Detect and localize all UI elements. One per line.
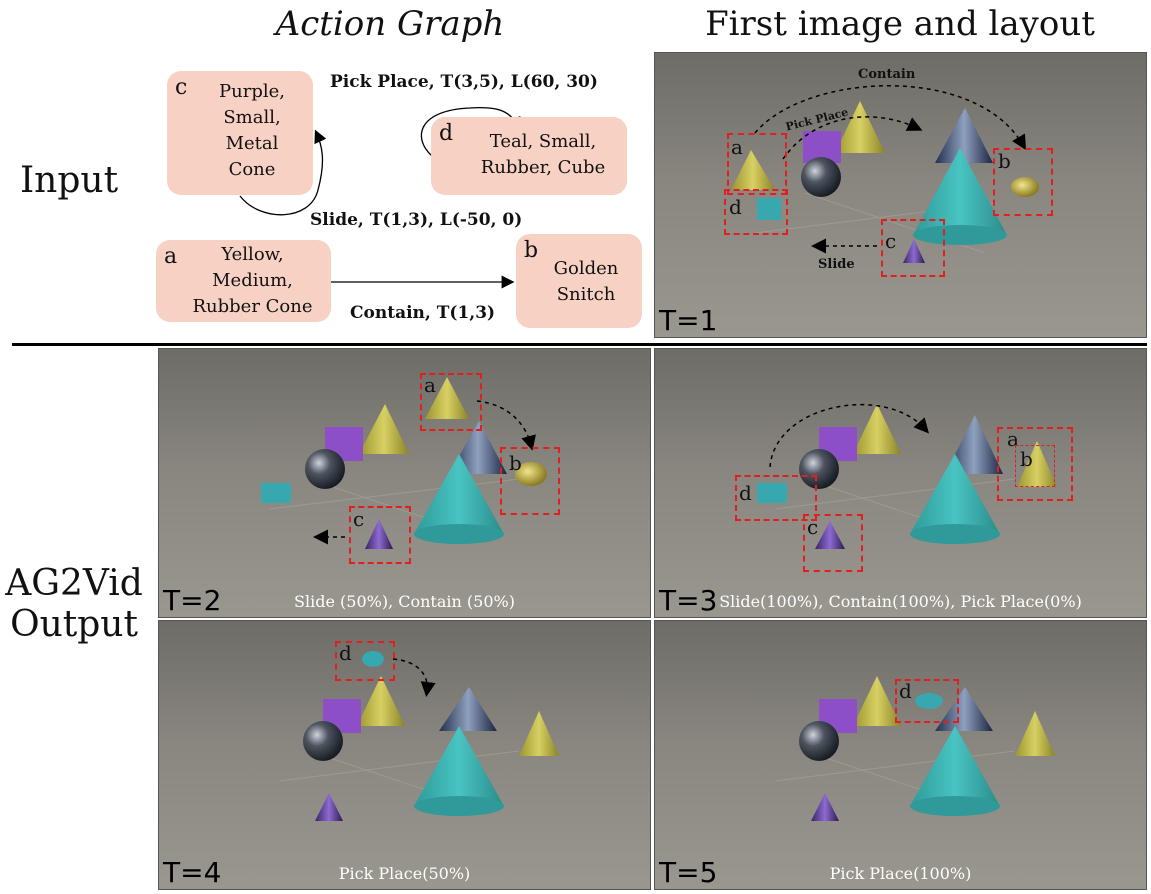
- box-b: [1015, 445, 1055, 487]
- panel-t3: a b d c T=3 Slide(100%), Contain(100%), …: [654, 348, 1147, 618]
- panel-t2: a b c T=2 Slide (50%), Contain (50%): [158, 348, 651, 618]
- box-b-letter: b: [1020, 447, 1033, 471]
- t4-caption: Pick Place(50%): [338, 864, 471, 883]
- yellow-cone: [731, 150, 775, 190]
- box-c-letter: c: [807, 515, 819, 539]
- golden-snitch: [1011, 177, 1039, 197]
- node-d-letter: d: [439, 121, 454, 146]
- output-row-label: AG2Vid Output: [5, 563, 143, 646]
- node-b-letter: b: [524, 238, 539, 263]
- node-a-text: Yellow, Medium, Rubber Cone: [192, 244, 313, 317]
- node-c-letter: c: [175, 75, 188, 100]
- layout-header: First image and layout: [705, 4, 1095, 44]
- slide-edge-label: Slide, T(1,3), L(-50, 0): [310, 210, 523, 230]
- purple-cone: [903, 239, 925, 263]
- input-row-label: Input: [19, 160, 119, 201]
- box-c-letter: c: [353, 507, 365, 531]
- node-b-text: Golden Snitch: [553, 258, 619, 305]
- node-d: d Teal, Small, Rubber, Cube: [431, 117, 627, 195]
- pick-place-edge-label: Pick Place, T(3,5), L(60, 30): [330, 72, 598, 92]
- box-b: [500, 447, 560, 515]
- t4-label: T=4: [163, 856, 222, 889]
- node-c: c Purple, Small, Metal Cone: [167, 71, 313, 195]
- scene-t2: [159, 349, 650, 617]
- node-c-text: Purple, Small, Metal Cone: [219, 81, 285, 180]
- node-b: b Golden Snitch: [516, 234, 642, 328]
- scene-t3: [655, 349, 1146, 617]
- box-d-letter: d: [729, 195, 742, 219]
- box-c: [349, 506, 411, 564]
- navy-cone: [935, 108, 993, 163]
- teal-cone: [913, 148, 1007, 235]
- action-graph-header: Action Graph: [275, 4, 505, 44]
- node-a: a Yellow, Medium, Rubber Cone: [156, 240, 331, 322]
- panel-t5: d T=5 Pick Place(100%): [654, 620, 1147, 890]
- box-d-letter: d: [339, 641, 352, 665]
- box-d: [335, 641, 395, 681]
- box-a: [727, 133, 787, 195]
- scene-t1: [655, 53, 1146, 337]
- section-divider: [12, 343, 1147, 346]
- box-d-letter: d: [899, 679, 912, 703]
- box-d: [895, 679, 959, 723]
- box-a: [997, 427, 1073, 501]
- slide-edge: [239, 129, 327, 216]
- scene-t5: [655, 621, 1146, 889]
- metal-sphere: [801, 157, 841, 197]
- box-b: [993, 148, 1053, 216]
- box-d-letter: d: [739, 481, 752, 505]
- box-a: [420, 373, 482, 431]
- box-d: [735, 475, 817, 521]
- box-c-letter: c: [885, 229, 897, 253]
- t3-label: T=3: [659, 584, 718, 617]
- node-a-letter: a: [164, 244, 178, 269]
- t2-label: T=2: [163, 584, 222, 617]
- pick-place-edge: [420, 106, 521, 157]
- t2-caption: Slide (50%), Contain (50%): [294, 592, 515, 611]
- box-c: [803, 514, 863, 572]
- box-a-letter: a: [424, 373, 436, 397]
- t1-contain-label: Contain: [858, 67, 916, 82]
- t5-label: T=5: [659, 856, 718, 889]
- box-a-letter: a: [731, 135, 743, 159]
- box-a-letter: a: [1007, 427, 1019, 451]
- teal-cube: [757, 198, 781, 220]
- box-b-letter: b: [509, 451, 522, 475]
- node-d-text: Teal, Small, Rubber, Cube: [480, 131, 606, 178]
- t5-caption: Pick Place(100%): [829, 864, 972, 883]
- scene-t4: [159, 621, 650, 889]
- action-graph-edges: [239, 106, 521, 289]
- box-b-letter: b: [998, 149, 1011, 173]
- t1-slide-label: Slide: [818, 257, 855, 272]
- box-d: [724, 189, 788, 235]
- t3-caption: Slide(100%), Contain(100%), Pick Place(0…: [719, 592, 1082, 611]
- panel-t4: d T=4 Pick Place(50%): [158, 620, 651, 890]
- t1-label: T=1: [659, 304, 718, 337]
- contain-edge-label: Contain, T(1,3): [350, 303, 496, 323]
- box-c: [881, 219, 945, 277]
- panel-t1: Contain Pick Place Slide a d b c T=1: [654, 52, 1147, 338]
